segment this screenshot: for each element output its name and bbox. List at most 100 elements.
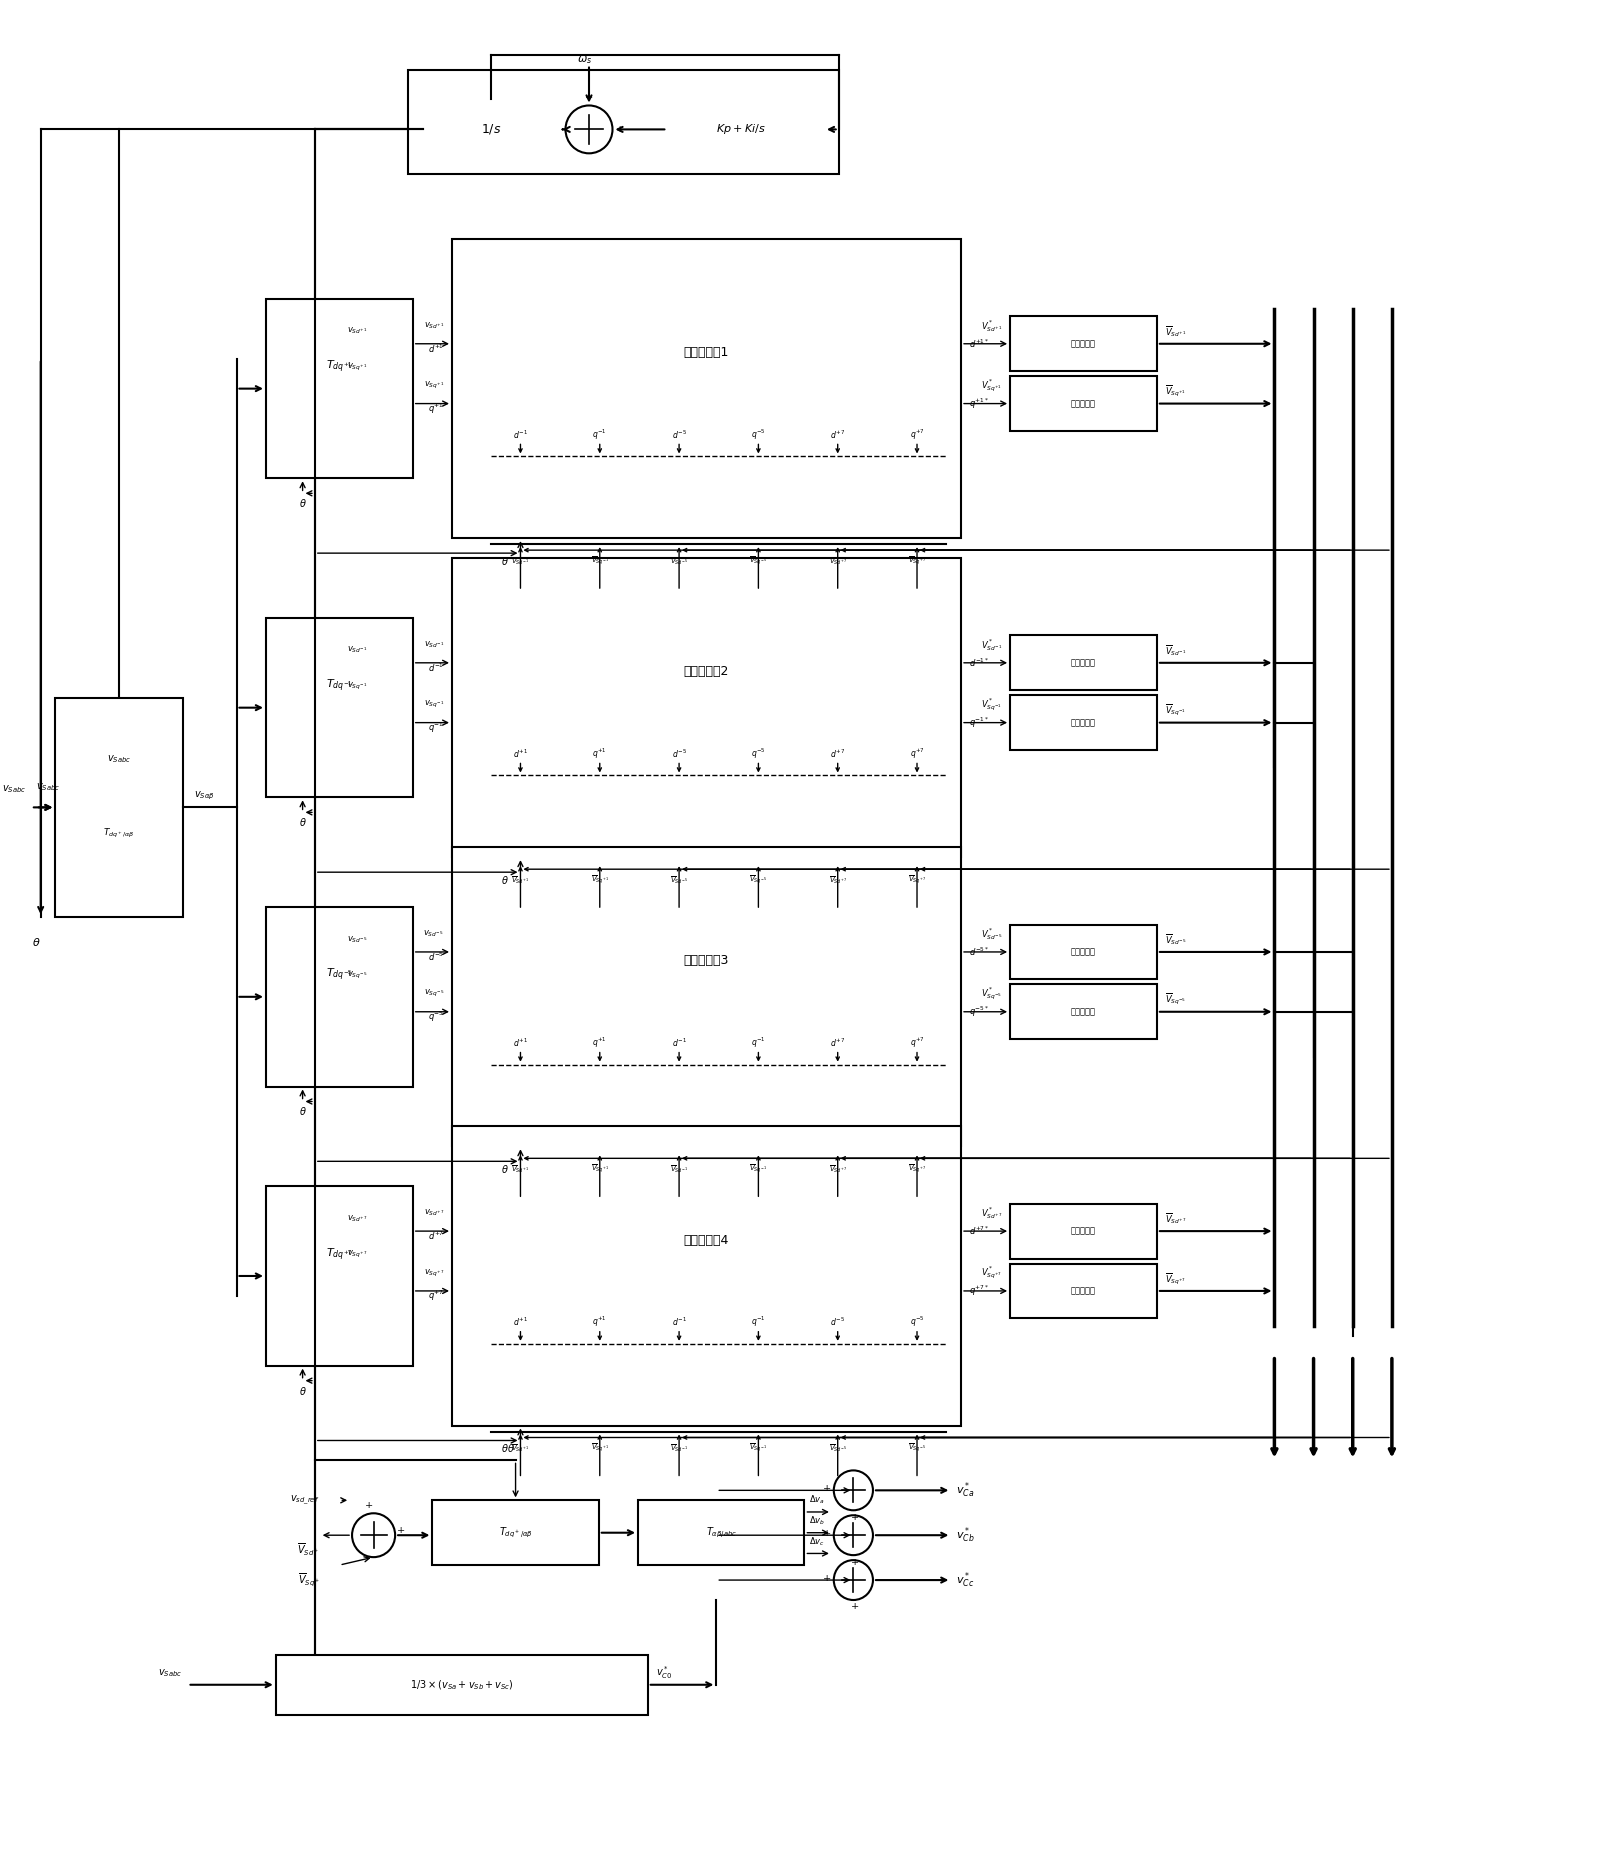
Text: $\theta$: $\theta$	[500, 874, 508, 887]
Text: $d^{+1}$: $d^{+1}$	[513, 1036, 528, 1049]
Text: $\theta$: $\theta$	[32, 935, 40, 948]
Text: $v_{Sd^{-5}}$: $v_{Sd^{-5}}$	[347, 934, 368, 945]
Text: 解耦子模块3: 解耦子模块3	[684, 954, 730, 967]
Text: $T_{dq^{+1}}$: $T_{dq^{+1}}$	[326, 358, 352, 375]
Text: $V_{Sd^{-1}}^*$: $V_{Sd^{-1}}^*$	[981, 637, 1002, 653]
Text: $d^{-5*}$: $d^{-5*}$	[968, 947, 989, 958]
Text: $\theta$: $\theta$	[500, 1443, 508, 1454]
Text: $\overline{V}_{Sq^{+7}}$: $\overline{V}_{Sq^{+7}}$	[909, 554, 926, 568]
Text: $\overline{V}_{Sd^{-1}}$: $\overline{V}_{Sd^{-1}}$	[512, 554, 529, 568]
Bar	[1010, 924, 1157, 980]
Text: +: +	[823, 1529, 831, 1538]
Text: $v_{Sq^{+1}}$: $v_{Sq^{+1}}$	[424, 381, 444, 392]
Text: $d^{-1*}$: $d^{-1*}$	[968, 657, 989, 668]
Text: $V_{Sd^{+1}}^*$: $V_{Sd^{+1}}^*$	[981, 317, 1002, 334]
Text: $\overline{V}_{Sd^{-5}}$: $\overline{V}_{Sd^{-5}}$	[670, 554, 688, 568]
Text: $\overline{V}_{Sq^{+7}}$: $\overline{V}_{Sq^{+7}}$	[909, 874, 926, 887]
Text: $\overline{V}_{Sd^{-5}}$: $\overline{V}_{Sd^{-5}}$	[1165, 934, 1186, 947]
Bar	[1010, 984, 1157, 1040]
Bar	[266, 1186, 413, 1365]
Text: $d^{+1}$: $d^{+1}$	[513, 747, 528, 760]
Text: $v_{Cc}^*$: $v_{Cc}^*$	[955, 1570, 975, 1591]
Text: $\overline{V}_{Sd^{-5}}$: $\overline{V}_{Sd^{-5}}$	[670, 874, 688, 887]
Text: $\overline{V}_{Sq^{-5}}$: $\overline{V}_{Sq^{-5}}$	[909, 1441, 926, 1454]
Text: $d^{-1}$: $d^{-1}$	[428, 661, 444, 674]
Text: +: +	[823, 1484, 831, 1494]
Text: $\overline{V}_{Sd^{+1}}$: $\overline{V}_{Sd^{+1}}$	[1165, 325, 1186, 340]
Bar	[266, 907, 413, 1087]
Text: +: +	[617, 125, 625, 134]
Text: $d^{+1}$: $d^{+1}$	[428, 342, 444, 355]
Text: +: +	[397, 1525, 405, 1535]
Text: $d^{+1}$: $d^{+1}$	[513, 1316, 528, 1327]
Text: $v_{Sd^{-5}}$: $v_{Sd^{-5}}$	[423, 928, 444, 939]
Text: $d^{+1*}$: $d^{+1*}$	[968, 338, 989, 349]
Text: $V_{Sq^{+1}}^*$: $V_{Sq^{+1}}^*$	[981, 377, 1002, 394]
Bar	[452, 848, 960, 1146]
Text: $\overline{V}_{Sq^{+7}}$: $\overline{V}_{Sq^{+7}}$	[1165, 1271, 1186, 1286]
Text: $\overline{V}_{Sd^{-1}}$: $\overline{V}_{Sd^{-1}}$	[670, 1163, 688, 1174]
Text: $T_{dq^+/\alpha\beta}$: $T_{dq^+/\alpha\beta}$	[499, 1525, 533, 1540]
Text: $\theta$: $\theta$	[299, 1385, 307, 1397]
Text: $\theta$: $\theta$	[299, 1105, 307, 1118]
Text: $\theta$: $\theta$	[299, 816, 307, 829]
Bar	[452, 1126, 960, 1426]
Text: $T_{dq^{+7}}$: $T_{dq^{+7}}$	[326, 1247, 352, 1262]
Text: $q^{+1}$: $q^{+1}$	[428, 401, 444, 416]
Text: 低通滤波器: 低通滤波器	[1072, 1008, 1096, 1016]
Text: +: +	[823, 1574, 831, 1583]
Text: $q^{+1}$: $q^{+1}$	[592, 1314, 607, 1329]
Text: $q^{-5}$: $q^{-5}$	[751, 428, 765, 442]
Text: $\omega_s$: $\omega_s$	[576, 54, 592, 65]
Text: $\overline{V}_{Sq^{+1}}$: $\overline{V}_{Sq^{+1}}$	[1165, 385, 1186, 400]
Text: $v_{Sd^{-1}}$: $v_{Sd^{-1}}$	[423, 640, 444, 650]
Text: $\Delta v_a$: $\Delta v_a$	[809, 1494, 825, 1507]
Text: $\overline{V}_{Sd^{+7}}$: $\overline{V}_{Sd^{+7}}$	[828, 874, 847, 887]
Text: $\overline{V}_{Sd^{+7}}$: $\overline{V}_{Sd^{+7}}$	[828, 554, 847, 568]
Bar	[1010, 695, 1157, 751]
Text: $v_{Sabc}$: $v_{Sabc}$	[107, 752, 131, 765]
Text: 低通滤波器: 低通滤波器	[1072, 719, 1096, 726]
Text: $q^{-5}$: $q^{-5}$	[751, 747, 765, 760]
Text: +: +	[365, 1501, 373, 1510]
Text: $v_{Sabc}$: $v_{Sabc}$	[36, 782, 60, 793]
Text: 低通滤波器: 低通滤波器	[1072, 1227, 1096, 1236]
Text: $q^{-1}$: $q^{-1}$	[751, 1036, 765, 1049]
Text: $d^{-5}$: $d^{-5}$	[671, 428, 686, 441]
Text: $\overline{V}_{Sd^{+1}}$: $\overline{V}_{Sd^{+1}}$	[512, 1163, 529, 1174]
Bar	[276, 1654, 647, 1714]
Text: $\overline{V}_{Sq^{-1}}$: $\overline{V}_{Sq^{-1}}$	[1165, 704, 1186, 719]
Text: $\theta$: $\theta$	[507, 1443, 515, 1454]
Text: $q^{+1}$: $q^{+1}$	[592, 747, 607, 760]
Text: $v_{sd\_ref}$: $v_{sd\_ref}$	[291, 1494, 320, 1507]
Text: $q^{-5}$: $q^{-5}$	[910, 1314, 925, 1329]
Text: $v_{Sq^{-5}}$: $v_{Sq^{-5}}$	[423, 988, 444, 999]
Text: $\overline{V}_{Sd^{-5}}$: $\overline{V}_{Sd^{-5}}$	[828, 1443, 847, 1454]
Text: $q^{+7}$: $q^{+7}$	[910, 1036, 925, 1049]
Text: $\overline{V}_{Sq^+}$: $\overline{V}_{Sq^+}$	[297, 1572, 320, 1589]
Text: $\overline{V}_{Sd^{-1}}$: $\overline{V}_{Sd^{-1}}$	[670, 1443, 688, 1454]
Bar	[1010, 1204, 1157, 1258]
Text: $1/3\times(v_{Sa}+v_{Sb}+v_{Sc})$: $1/3\times(v_{Sa}+v_{Sb}+v_{Sc})$	[410, 1678, 513, 1692]
Text: $d^{-5}$: $d^{-5}$	[671, 747, 686, 760]
Text: $\overline{V}_{Sq^{-5}}$: $\overline{V}_{Sq^{-5}}$	[749, 874, 767, 887]
Text: $d^{-1}$: $d^{-1}$	[513, 428, 528, 441]
Text: $q^{+1}$: $q^{+1}$	[592, 1036, 607, 1049]
Text: $d^{-5}$: $d^{-5}$	[830, 1316, 846, 1327]
Text: $v_{Cb}^*$: $v_{Cb}^*$	[955, 1525, 975, 1546]
Text: 解耦子模块4: 解耦子模块4	[684, 1234, 730, 1247]
Text: $\overline{V}_{Sq^{+1}}$: $\overline{V}_{Sq^{+1}}$	[591, 1163, 608, 1176]
Bar	[266, 299, 413, 478]
Text: $v_{Ca}^*$: $v_{Ca}^*$	[955, 1481, 975, 1501]
Text: $\overline{V}_{Sd^{+7}}$: $\overline{V}_{Sd^{+7}}$	[828, 1163, 847, 1174]
Text: $T_{\alpha\beta/abc}$: $T_{\alpha\beta/abc}$	[705, 1525, 738, 1540]
Text: $\overline{V}_{Sd^{+7}}$: $\overline{V}_{Sd^{+7}}$	[1165, 1212, 1186, 1227]
Text: $v_{Sq^{+1}}$: $v_{Sq^{+1}}$	[347, 362, 366, 373]
Text: +: +	[851, 1557, 859, 1566]
Text: $q^{-1*}$: $q^{-1*}$	[968, 715, 989, 730]
Text: $v_{Sq^{+7}}$: $v_{Sq^{+7}}$	[424, 1268, 444, 1279]
Text: $\theta$: $\theta$	[299, 497, 307, 510]
Text: $\Delta v_b$: $\Delta v_b$	[809, 1514, 825, 1527]
Text: $\overline{V}_{Sq^{-5}}$: $\overline{V}_{Sq^{-5}}$	[1165, 991, 1186, 1008]
Text: $\overline{V}_{Sd^+}$: $\overline{V}_{Sd^+}$	[297, 1542, 320, 1559]
